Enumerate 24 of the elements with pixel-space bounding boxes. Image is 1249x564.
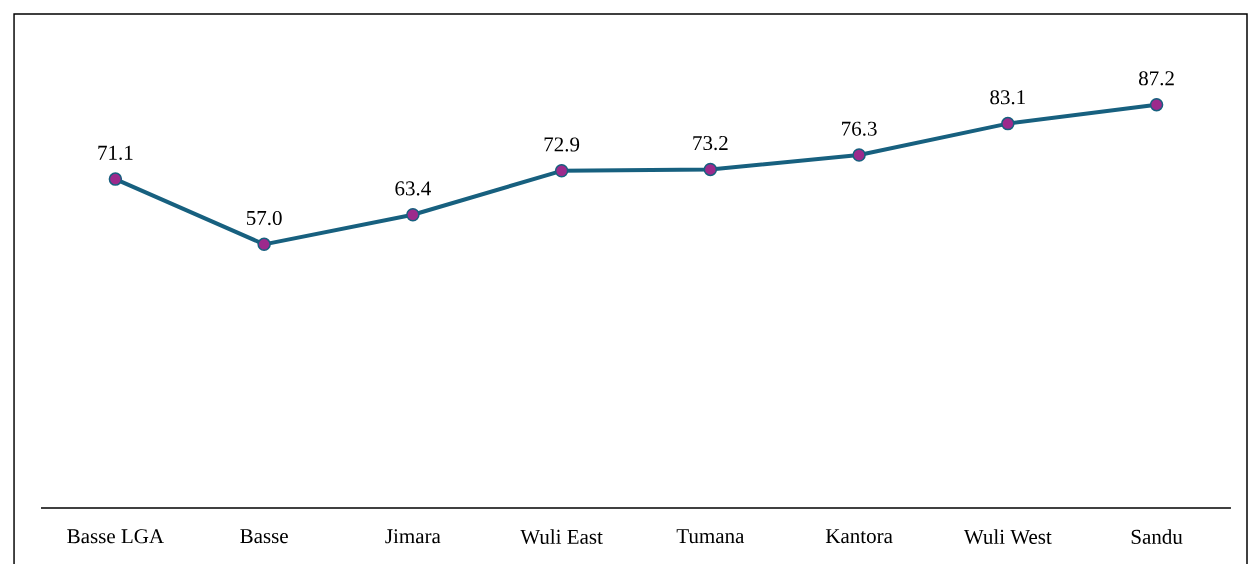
x-tick-label: Jimara [385,529,441,544]
point [257,237,271,252]
point [1149,97,1164,112]
data-label: 83.1 [990,90,1025,105]
x-tick-label: Kantora [825,529,893,544]
data-label: 76.3 [842,121,877,136]
x-tick-label: Tumana [676,529,745,544]
point [406,207,420,222]
point [1001,116,1015,131]
data-label: 87.2 [1139,71,1174,86]
point [703,162,718,177]
x-tick-label: Sandu [1131,529,1183,544]
data-label: 73.2 [693,136,728,151]
data-label: 57.0 [246,210,282,226]
data-label: 72.9 [544,137,580,152]
data-label: 71.1 [98,145,133,160]
point [108,172,123,186]
x-tick-label: Basse LGA [67,529,164,544]
x-tick-label: Wuli West [963,529,1052,545]
x-tick-label: Basse [240,529,288,544]
point [852,148,866,162]
x-tick-label: Wuli East [520,529,603,545]
data-label: 63.4 [395,181,431,196]
point [554,164,569,178]
